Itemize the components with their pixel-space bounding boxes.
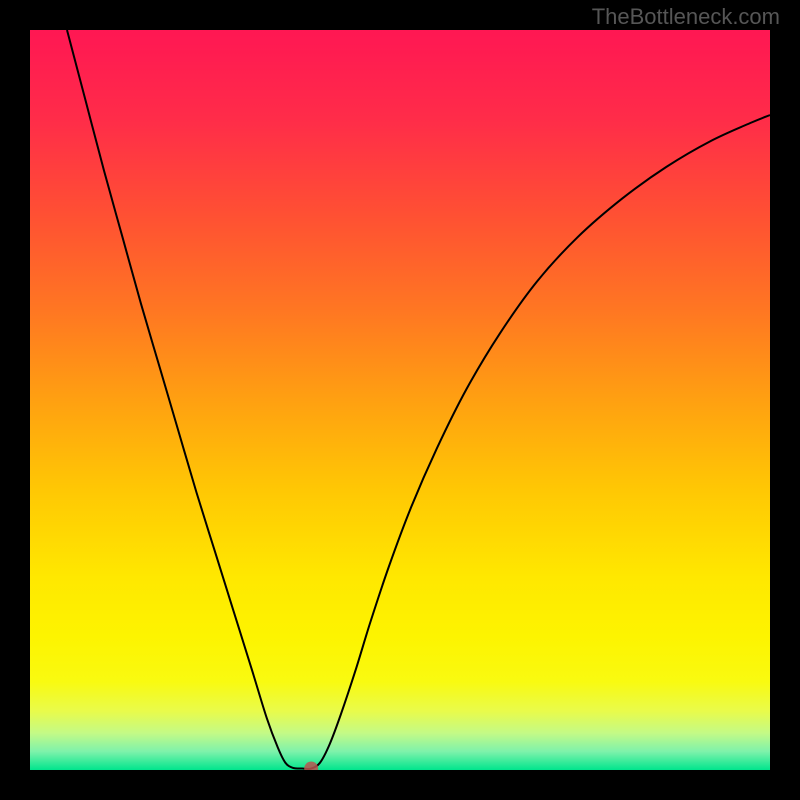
optimum-marker	[304, 762, 318, 770]
curve-layer	[30, 30, 770, 770]
plot-area	[30, 30, 770, 770]
watermark-text: TheBottleneck.com	[592, 4, 780, 30]
bottleneck-curve	[67, 30, 770, 769]
